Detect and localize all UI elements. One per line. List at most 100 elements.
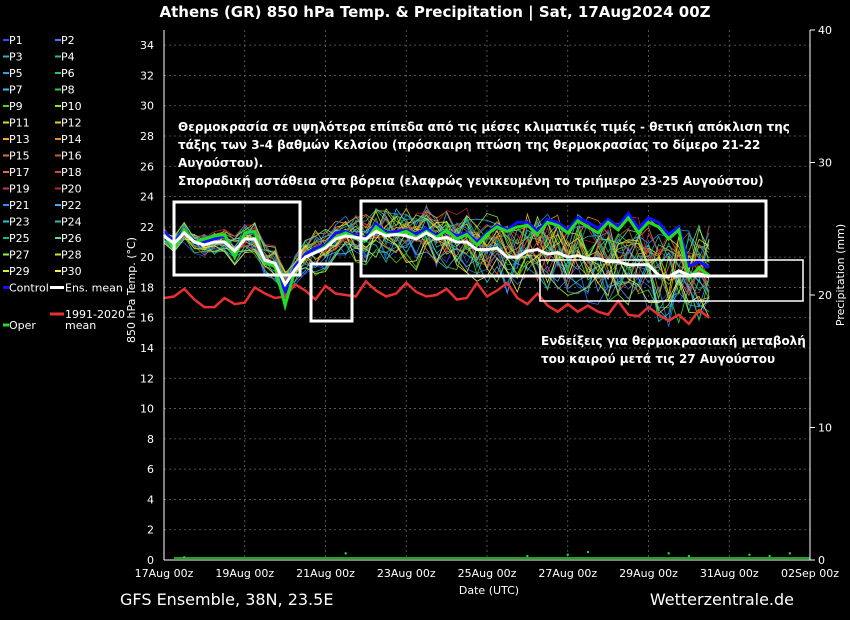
precip-mark	[667, 552, 670, 555]
annotation-boxes	[172, 199, 804, 323]
legend-label: P15	[9, 150, 30, 163]
precip-mark	[526, 554, 529, 558]
legend-label: P18	[61, 166, 82, 179]
member-line	[163, 206, 710, 288]
ytick-label: 30	[140, 100, 154, 113]
ytick-label: 10	[140, 403, 154, 416]
legend-label: P30	[61, 265, 82, 278]
xtick-label: 17Aug 00z	[135, 567, 194, 580]
box-dip	[309, 262, 354, 323]
box-period-2	[359, 199, 768, 278]
note1-line1: Θερμοκρασία σε υψηλότερα επίπεδα από τις…	[178, 120, 790, 134]
note2-line2: του καιρού μετά τις 27 Αυγούστου	[541, 352, 775, 366]
xtick-label: 21Aug 00z	[296, 567, 355, 580]
note1-line3: Αυγούστου).	[178, 156, 263, 170]
ytick-label: 6	[147, 463, 154, 476]
legend-label: P2	[61, 34, 75, 47]
xtick-label: 27Aug 00z	[538, 567, 597, 580]
axes: 0246810121416182022242628303234010203040…	[125, 24, 847, 597]
precip-mark	[768, 554, 771, 558]
legend-label: P1	[9, 34, 23, 47]
box-late-period	[539, 259, 804, 302]
xtick-label: 23Aug 00z	[377, 567, 436, 580]
member-line	[163, 208, 710, 274]
legend-label: P7	[9, 84, 23, 97]
xtick-label: 02Sep 00z	[781, 567, 839, 580]
ytick-label: 32	[140, 69, 154, 82]
legend-label: P17	[9, 166, 30, 179]
legend-label: P26	[61, 232, 82, 245]
chart-title: Athens (GR) 850 hPa Temp. & Precipitatio…	[159, 3, 710, 22]
precip-mark	[687, 554, 691, 558]
legend: P1 P2 P3 P4 P5 P6 P7 P8 P9 P10 P11 P12 P13 P14 P15 P16 P…	[3, 34, 125, 332]
ytick-label: 34	[140, 39, 154, 52]
y2-axis-label: Precipitation (mm)	[834, 224, 847, 326]
precip-mark	[748, 553, 751, 556]
member-line	[163, 230, 710, 323]
ytick-label: 8	[147, 433, 154, 446]
ytick-label: 22	[140, 221, 154, 234]
legend-label-climate-2: mean	[65, 319, 96, 332]
legend-label: P14	[61, 133, 82, 146]
legend-label-control: Control	[9, 282, 49, 295]
xtick-label: 31Aug 00z	[700, 567, 759, 580]
legend-label: P12	[61, 117, 82, 130]
legend-label: P25	[9, 232, 30, 245]
note1-line2: τάξης των 3-4 βαθμών Κελσίου (πρόσκαιρη …	[178, 138, 760, 152]
legend-label: P13	[9, 133, 30, 146]
legend-label: P10	[61, 100, 82, 113]
note1-line4: Σποραδική αστάθεια στα βόρεια (ελαφρώς γ…	[178, 174, 764, 188]
y2tick-label: 30	[818, 157, 832, 170]
precip-mark	[566, 553, 569, 556]
footer-left: GFS Ensemble, 38N, 23.5E	[120, 590, 333, 609]
legend-label: P19	[9, 183, 30, 196]
y2tick-label: 40	[818, 24, 832, 37]
legend-label: P22	[61, 199, 82, 212]
legend-label: P28	[61, 249, 82, 262]
ytick-label: 24	[140, 191, 154, 204]
legend-label: P8	[61, 84, 75, 97]
ytick-label: 0	[147, 554, 154, 567]
legend-label: P6	[61, 67, 75, 80]
y-axis-label: 850 hPa Temp. (°C)	[125, 237, 138, 343]
ytick-label: 4	[147, 493, 154, 506]
ytick-label: 28	[140, 130, 154, 143]
x-axis-label: Date (UTC)	[459, 584, 519, 597]
legend-label: P3	[9, 51, 23, 64]
xtick-label: 29Aug 00z	[619, 567, 678, 580]
precip-series	[174, 550, 810, 559]
legend-label: P24	[61, 216, 82, 229]
y2tick-label: 10	[818, 422, 832, 435]
ytick-label: 14	[140, 342, 154, 355]
footer-right: Wetterzentrale.de	[650, 590, 794, 609]
legend-label-climate-1: 1991-2020	[65, 308, 125, 321]
xtick-label: 19Aug 00z	[215, 567, 274, 580]
note2-line1: Ενδείξεις για θερμοκρασιακή μεταβολή	[541, 334, 806, 348]
legend-label-mean: Ens. mean	[65, 282, 123, 295]
ytick-label: 18	[140, 281, 154, 294]
box-period-1	[172, 200, 302, 277]
precip-mark	[586, 550, 590, 554]
legend-label: P27	[9, 249, 30, 262]
series-ens-mean	[163, 229, 710, 288]
y2tick-label: 20	[818, 289, 832, 302]
legend-label: P21	[9, 199, 30, 212]
member-line	[163, 227, 710, 318]
y2tick-label: 0	[818, 554, 825, 567]
precip-mark	[344, 552, 347, 555]
legend-label: P4	[61, 51, 75, 64]
legend-label: P9	[9, 100, 23, 113]
legend-label: P11	[9, 117, 30, 130]
ytick-label: 16	[140, 312, 154, 325]
xtick-label: 25Aug 00z	[458, 567, 517, 580]
ytick-label: 20	[140, 251, 154, 264]
legend-label: P29	[9, 265, 30, 278]
ytick-label: 26	[140, 160, 154, 173]
legend-label: P5	[9, 67, 23, 80]
precip-mark	[788, 552, 792, 555]
ytick-label: 2	[147, 524, 154, 537]
legend-label: P23	[9, 216, 30, 229]
legend-label-oper: Oper	[9, 319, 36, 332]
ytick-label: 12	[140, 372, 154, 385]
